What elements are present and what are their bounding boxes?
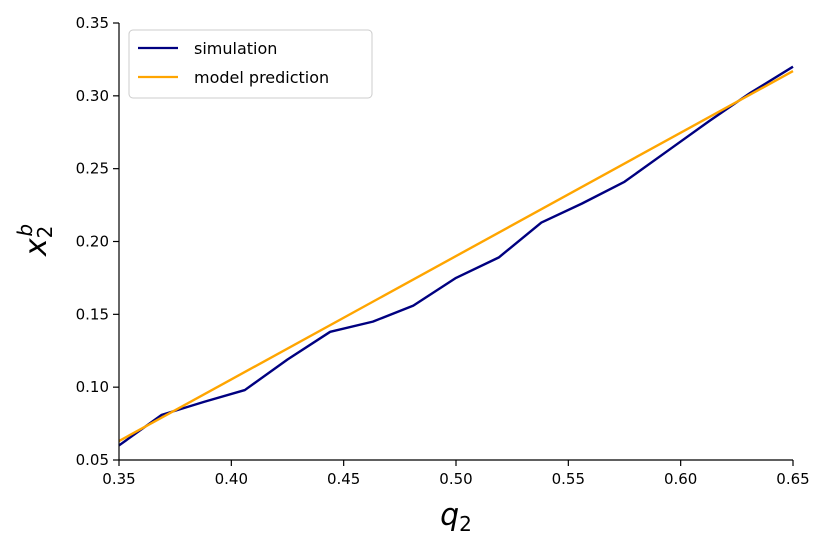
x-tick-label: 0.50 <box>439 470 472 488</box>
x-tick-label: 0.40 <box>215 470 248 488</box>
plot-area <box>118 65 794 447</box>
y-axis-label-main: x <box>19 238 54 257</box>
y-tick-label: 0.35 <box>76 14 109 32</box>
legend-label-simulation: simulation <box>194 39 277 58</box>
y-axis-label-subscript: 2 <box>33 226 57 239</box>
x-axis-label-subscript: 2 <box>459 512 472 536</box>
x-axis-ticks: 0.35 0.40 0.45 0.50 0.55 0.60 0.65 <box>102 460 810 488</box>
y-axis-ticks: 0.05 0.10 0.15 0.20 0.25 0.30 0.35 <box>76 14 119 469</box>
x-axis-label-main: q <box>440 498 459 533</box>
x-axis-label: q2 <box>440 498 472 536</box>
y-axis-label-superscript: b <box>13 224 37 237</box>
x-tick-label: 0.45 <box>327 470 360 488</box>
svg-text:x2b: x2b <box>13 224 57 257</box>
x-tick-label: 0.65 <box>776 470 809 488</box>
y-tick-label: 0.20 <box>76 233 109 251</box>
legend: simulation model prediction <box>128 29 373 99</box>
series-line-model-prediction <box>118 70 794 443</box>
x-tick-label: 0.55 <box>552 470 585 488</box>
y-axis-label: x2b <box>13 224 57 257</box>
y-tick-label: 0.25 <box>76 160 109 178</box>
legend-label-model-prediction: model prediction <box>194 68 329 87</box>
y-tick-label: 0.15 <box>76 305 109 323</box>
y-tick-label: 0.10 <box>76 378 109 396</box>
x-tick-label: 0.35 <box>102 470 135 488</box>
series-line-simulation <box>118 65 794 447</box>
y-tick-label: 0.05 <box>76 451 109 469</box>
y-tick-label: 0.30 <box>76 87 109 105</box>
x-tick-label: 0.60 <box>664 470 697 488</box>
legend-box <box>128 29 373 99</box>
